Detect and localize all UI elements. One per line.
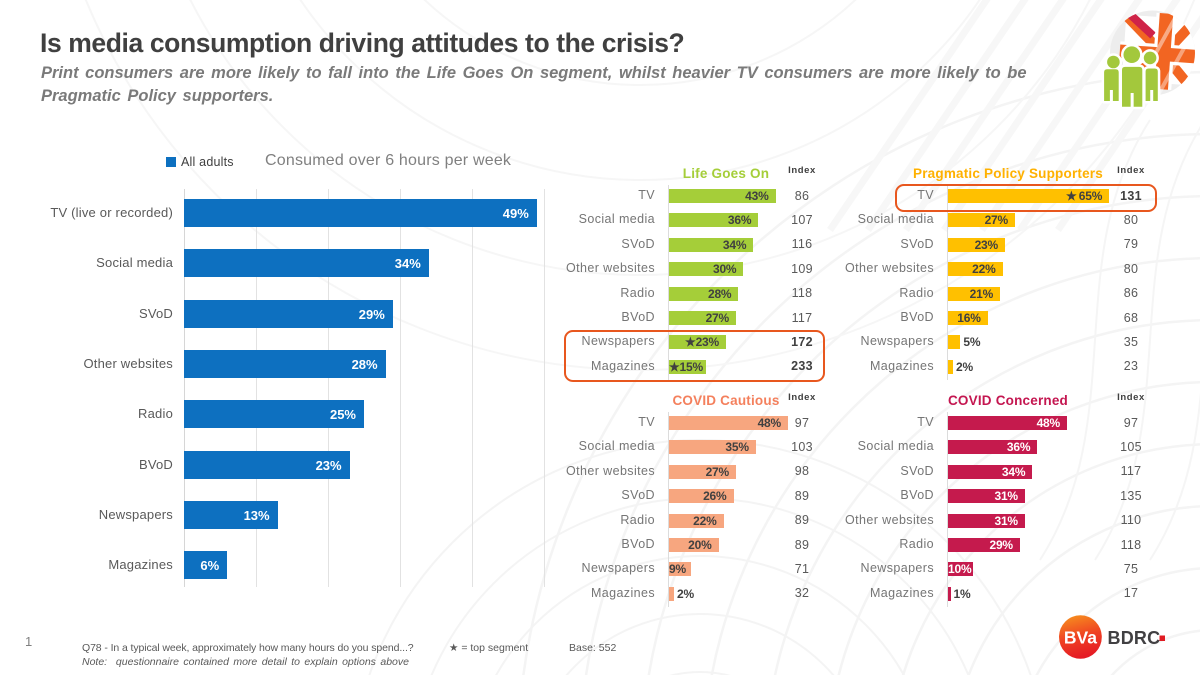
svg-text:BDRC: BDRC bbox=[1108, 628, 1161, 648]
svg-text:BVa: BVa bbox=[1064, 628, 1097, 648]
